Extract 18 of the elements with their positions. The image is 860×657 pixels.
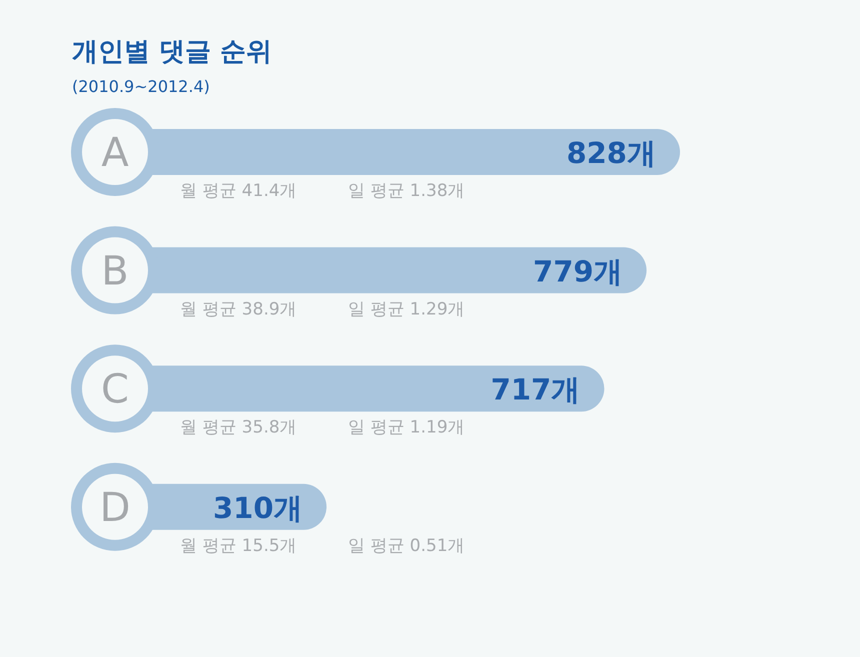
data-label: 828개 [566,136,656,170]
annotation: 월 평균 35.8개 [180,418,297,438]
annotation: 일 평균 1.29개 [348,299,465,320]
annotation: 일 평균 0.51개 [348,536,465,556]
data-label: 310개 [212,490,303,525]
annotation: 일 평균 1.19개 [348,418,465,438]
annotation: 월 평균 41.4개 [180,181,297,201]
y-tick-label: C [101,366,129,413]
annotation: 일 평균 1.38개 [348,181,465,201]
annotation: 월 평균 38.9개 [180,299,297,320]
data-label: 779개 [533,254,623,288]
y-tick-label: A [101,130,130,176]
annotation: 월 평균 15.5개 [180,536,297,556]
y-tick-label: D [100,484,130,531]
y-tick-label: B [101,248,129,294]
data-label: 717개 [490,372,580,407]
chart-subtitle: (2010.9~2012.4) [72,77,210,96]
chart-title: 개인별 댓글 순위 [72,37,272,67]
